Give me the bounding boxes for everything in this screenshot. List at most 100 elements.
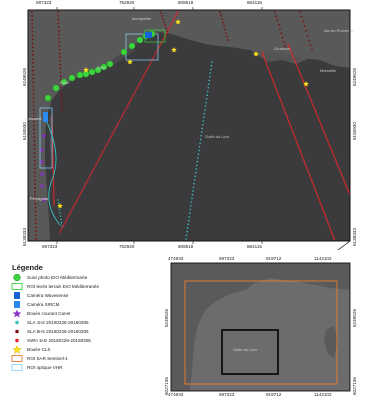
y-tick-left: 6138333 (22, 228, 27, 246)
swh-track-dot (300, 152, 302, 155)
sla5-track-dot (59, 60, 61, 62)
main-map-canvas[interactable]: Montpellier Sète Narbonne Golfe du Lion … (0, 0, 365, 250)
sla-5hz-track-points (31, 10, 313, 240)
sla5-track-dot (34, 210, 37, 213)
legend-item: Bouée CLS (10, 345, 51, 354)
sla5-track-dot (34, 202, 37, 205)
swh-track-dot (303, 161, 306, 163)
photo-point (106, 60, 114, 68)
sla5-track-dot (31, 50, 34, 53)
swh-track-dot (66, 218, 68, 220)
main-map[interactable]: Montpellier Sète Narbonne Golfe du Lion … (0, 0, 365, 250)
swh-track-dot (61, 227, 63, 230)
sla5-track-dot (31, 15, 33, 17)
swh-track-dot (327, 223, 330, 225)
swh-track-dot (339, 171, 342, 174)
swh-track-dot (278, 95, 281, 98)
swh-track-dot (271, 76, 273, 79)
sla5-track-dot (32, 81, 35, 84)
swh-track-dot (133, 93, 135, 95)
swh-track-dot (293, 133, 295, 136)
inset-x-tick-top: 474933 (168, 256, 184, 261)
swh-track-dot (308, 174, 311, 177)
swh-track-dot (176, 12, 178, 15)
sla5-track-dot (277, 23, 280, 26)
swh-track-dot (52, 159, 54, 161)
swh-track-dot (317, 116, 319, 118)
swh-track-dot (263, 56, 265, 58)
swh-track-dot (262, 54, 265, 57)
swh-track-dot (326, 219, 328, 222)
swh-track-dot (322, 128, 324, 130)
swh-track-dot (292, 55, 294, 57)
photo-point (44, 94, 52, 102)
swh-track-dot (326, 138, 328, 141)
sla5-track-dot (31, 46, 34, 49)
x-tick-bottom: 752920 (119, 244, 135, 249)
green-circle-icon (10, 273, 24, 282)
swh-track-dot (332, 235, 334, 237)
sla5-track-dot (34, 226, 37, 229)
sla5-track-dot (59, 63, 62, 66)
swh-track-dot (320, 124, 323, 127)
swh-track-dot (101, 152, 103, 155)
legend-label: Caméra Wavesense (27, 293, 69, 298)
sla1-track-dot (204, 109, 206, 111)
swh-track-dot (308, 173, 310, 175)
sla5-track-dot (32, 112, 35, 115)
swh-track-dot (110, 136, 112, 138)
sla5-track-dot (58, 52, 61, 55)
swh-track-dot (269, 71, 271, 74)
swh-track-dot (123, 111, 125, 114)
swh-track-dot (333, 238, 336, 241)
inset-map-canvas[interactable]: Golfe du Lion (0, 250, 365, 398)
sla5-track-dot (31, 11, 33, 13)
swh-track-dot (177, 10, 179, 13)
legend-item: Suivi photo EIO Méditerranée (10, 273, 87, 282)
y-tick-right: 6249526 (352, 68, 357, 86)
swh-track-dot (316, 193, 318, 196)
inset-y-tick-right: 6027136 (352, 377, 357, 395)
swh-track-dot (291, 53, 294, 56)
photo-point (100, 63, 108, 71)
swh-track-dot (134, 91, 136, 93)
y-tick-left: 6193930 (22, 122, 27, 140)
swh-track-dot (333, 155, 336, 158)
sla5-track-dot (275, 15, 278, 18)
legend-item: Caméra SIRCM (10, 300, 59, 309)
swh-track-dot (291, 128, 293, 131)
swh-track-dot (343, 180, 345, 182)
sla1-track-dot (196, 160, 199, 163)
swh-track-dot (314, 190, 317, 192)
cls-buoy (171, 47, 177, 53)
swh-track-dot (297, 145, 300, 148)
swh-track-dot (294, 137, 296, 139)
swh-track-dot (321, 207, 324, 210)
swh-track-dot (324, 133, 326, 135)
swh-track-dot (131, 96, 133, 99)
sla5-track-dot (60, 101, 63, 104)
swh-track-dot (63, 223, 65, 226)
sla1-track-dot (202, 120, 205, 122)
swh-track-dot (156, 50, 158, 52)
swh-track-dot (112, 132, 114, 134)
swh-track-dot (75, 201, 77, 203)
lightblue-box-icon (10, 363, 24, 372)
sla1-track-dot (207, 83, 210, 85)
swh-track-dot (332, 236, 335, 239)
swh-track-dot (305, 166, 308, 168)
swh-track-dot (275, 89, 278, 91)
swh-track-dot (312, 183, 314, 186)
purple-star-icon (10, 309, 24, 318)
swh-track-dot (309, 96, 311, 99)
sla5-track-dot (34, 218, 37, 221)
swh-track-dot (77, 197, 79, 200)
legend-item: Bouée courant Canet (10, 309, 70, 318)
swh-track-dot (302, 79, 304, 82)
sla5-track-dot (34, 222, 37, 225)
x-tick-top: 697323 (36, 0, 52, 5)
sla5-track-dot (164, 24, 166, 26)
swh-track-dot (139, 81, 141, 84)
legend-item: ROI levés terrain EIO Méditerranée (10, 282, 99, 291)
inset-map[interactable]: Golfe du Lion 474933 697323 919712 11421… (0, 250, 365, 398)
